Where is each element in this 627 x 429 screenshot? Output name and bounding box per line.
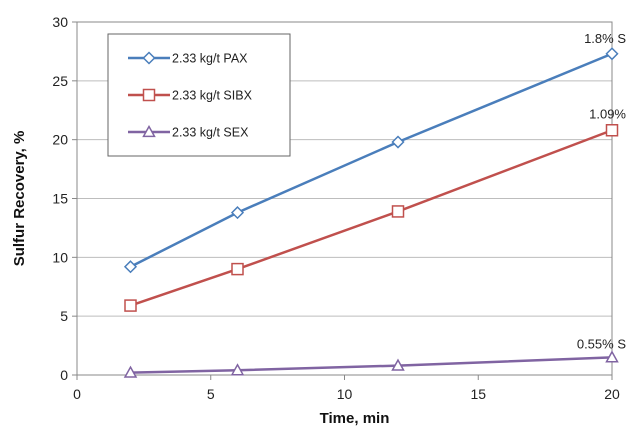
x-axis-title: Time, min xyxy=(320,410,390,427)
legend-label: 2.33 kg/t SIBX xyxy=(172,89,253,103)
data-point-marker xyxy=(605,47,619,61)
data-point-marker xyxy=(391,135,405,149)
data-point-marker xyxy=(391,205,405,218)
series-3: 0.55% S xyxy=(123,336,626,378)
y-axis-title: Sulfur Recovery, % xyxy=(11,131,28,267)
series-line xyxy=(129,52,613,268)
series-1: 1.8% S xyxy=(123,31,626,274)
x-tick-label: 5 xyxy=(207,386,215,402)
x-tick-label: 0 xyxy=(73,386,81,402)
y-tick-label: 10 xyxy=(52,249,68,265)
y-tick-label: 5 xyxy=(60,308,68,324)
data-point-marker xyxy=(231,262,244,276)
data-point-marker xyxy=(230,363,245,376)
data-point-marker xyxy=(123,260,138,274)
x-tick-label: 10 xyxy=(337,386,353,402)
legend: 2.33 kg/t PAX 2.33 kg/t SIBX 2.33 kg/t SEX xyxy=(107,33,291,157)
legend-label: 2.33 kg/t PAX xyxy=(172,52,248,66)
legend-swatch-marker xyxy=(142,51,156,65)
series-2: 1.09% xyxy=(124,106,626,312)
legend-entry: 2.33 kg/t PAX xyxy=(128,51,248,66)
series-end-label: 1.09% xyxy=(589,106,626,121)
series-group: 1.8% S 1.09% 0.55% S xyxy=(123,31,626,378)
data-point-marker xyxy=(605,350,619,363)
x-tick-label: 15 xyxy=(470,386,486,402)
y-axis-ticks: 0 5 10 15 20 25 30 xyxy=(52,14,77,383)
data-point-marker xyxy=(123,365,138,378)
y-tick-label: 25 xyxy=(52,73,68,89)
data-point-marker xyxy=(230,206,245,220)
y-tick-label: 20 xyxy=(52,132,68,148)
series-line xyxy=(130,129,613,307)
legend-swatch-marker xyxy=(142,124,156,138)
data-point-marker xyxy=(391,358,405,371)
y-tick-label: 0 xyxy=(60,367,68,383)
y-tick-label: 15 xyxy=(52,191,68,207)
y-tick-label: 30 xyxy=(52,14,68,30)
legend-swatch-marker xyxy=(142,88,156,102)
x-axis-ticks: 0 5 10 15 20 xyxy=(73,375,620,402)
legend-entry: 2.33 kg/t SIBX xyxy=(128,89,253,103)
legend-entry: 2.33 kg/t SEX xyxy=(128,124,249,140)
data-point-marker xyxy=(605,124,619,137)
series-end-label: 1.8% S xyxy=(584,31,626,46)
x-tick-label: 20 xyxy=(604,386,620,402)
series-end-label: 0.55% S xyxy=(577,336,626,351)
series-line xyxy=(130,356,613,374)
data-point-marker xyxy=(124,299,137,312)
legend-label: 2.33 kg/t SEX xyxy=(172,126,249,140)
